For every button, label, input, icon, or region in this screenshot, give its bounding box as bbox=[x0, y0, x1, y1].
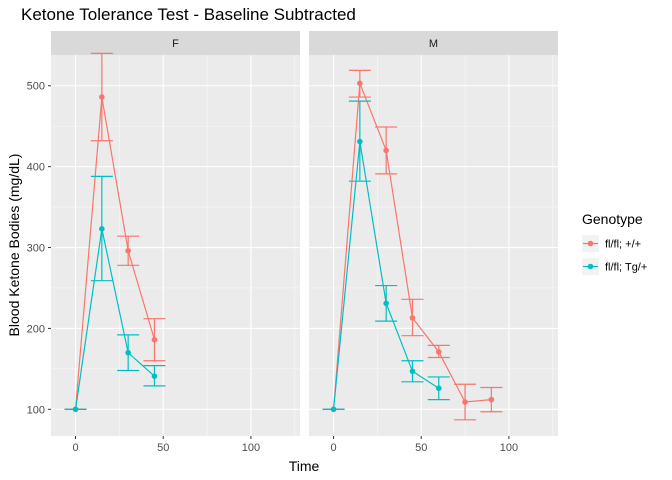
panel-background bbox=[51, 55, 300, 436]
legend-key-point bbox=[587, 240, 594, 247]
x-tick-label: 50 bbox=[415, 442, 427, 454]
data-point bbox=[357, 80, 363, 87]
y-tick-label: 500 bbox=[27, 81, 45, 93]
y-tick-label: 200 bbox=[27, 323, 45, 335]
legend-entry: fl/fl; +/+ bbox=[582, 235, 641, 252]
legend-entry: fl/fl; Tg/+ bbox=[582, 258, 647, 275]
legend-key-point bbox=[587, 263, 594, 270]
facet-strip bbox=[309, 31, 558, 55]
y-tick-label: 100 bbox=[27, 404, 45, 416]
series-line bbox=[74, 228, 155, 410]
facet-panel-F: F 0 50 100 100 200 300 400 500 bbox=[27, 31, 300, 454]
data-point bbox=[151, 336, 158, 343]
data-point bbox=[409, 315, 416, 321]
legend-label: fl/fl; +/+ bbox=[605, 239, 641, 251]
data-point bbox=[462, 399, 468, 405]
data-point bbox=[435, 349, 442, 355]
y-axis-title: Blood Ketone Bodies (mg/dL) bbox=[6, 154, 22, 337]
x-axis-title: Time bbox=[289, 458, 320, 474]
data-point bbox=[409, 368, 416, 375]
x-tick-label: 0 bbox=[330, 442, 336, 454]
facet-panel-M: M 0 50 100 bbox=[309, 31, 558, 454]
facet-strip bbox=[51, 31, 300, 55]
data-point bbox=[99, 226, 105, 232]
chart-title: Ketone Tolerance Test - Baseline Subtrac… bbox=[21, 5, 356, 24]
y-tick-label: 400 bbox=[27, 162, 45, 174]
x-tick-label: 50 bbox=[157, 442, 169, 454]
x-tick-label: 0 bbox=[72, 442, 78, 454]
data-point bbox=[125, 349, 131, 356]
data-point bbox=[125, 247, 131, 254]
legend: Genotype fl/fl; +/+ fl/fl; Tg/+ bbox=[582, 211, 647, 275]
data-point bbox=[72, 406, 79, 413]
y-tick-label: 300 bbox=[27, 243, 45, 255]
data-point bbox=[488, 396, 495, 403]
data-point bbox=[383, 300, 389, 307]
facet-panels: F 0 50 100 100 200 300 400 500 M 0 50 100 bbox=[27, 31, 558, 454]
x-tick-label: 100 bbox=[500, 442, 518, 454]
panel-background bbox=[309, 55, 558, 436]
data-point bbox=[151, 373, 158, 379]
facet-strip-label: F bbox=[172, 38, 179, 50]
legend-label: fl/fl; Tg/+ bbox=[605, 262, 647, 274]
facet-strip-label: M bbox=[429, 38, 438, 50]
series-fl/fl; Tg/+ bbox=[322, 100, 450, 413]
series-fl/fl; Tg/+ bbox=[64, 175, 166, 413]
data-point bbox=[435, 385, 442, 392]
data-point bbox=[357, 138, 363, 145]
series-line bbox=[74, 96, 156, 410]
data-point bbox=[383, 147, 389, 154]
data-point bbox=[99, 94, 105, 100]
x-tick-label: 100 bbox=[242, 442, 260, 454]
legend-title: Genotype bbox=[582, 211, 643, 227]
data-point bbox=[330, 406, 337, 413]
